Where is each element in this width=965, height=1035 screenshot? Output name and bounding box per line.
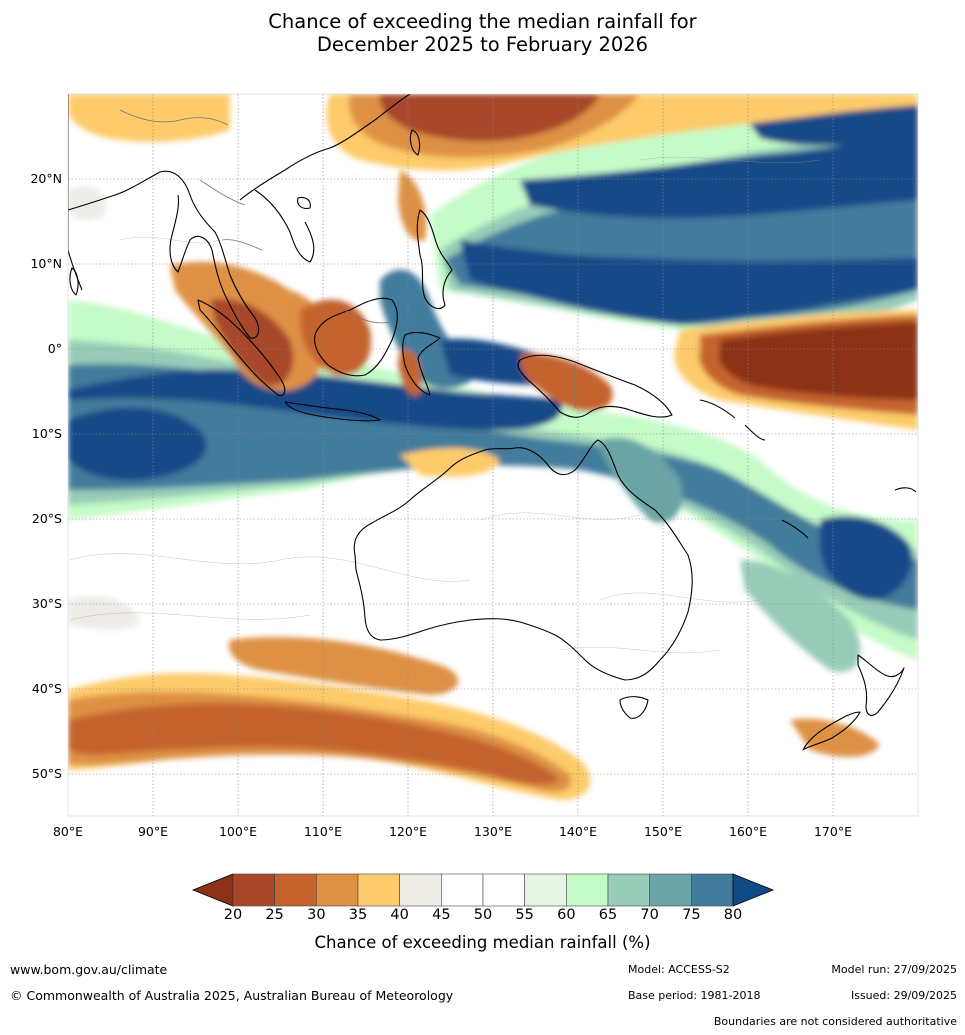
australia-coastline [353, 439, 693, 681]
colorbar-tick-65: 65 [598, 907, 618, 923]
colorbar [191, 873, 775, 907]
colorbar-bin-60-65 [566, 873, 609, 907]
solomon-islands-coastline [699, 399, 736, 419]
colorbar-bin-45-50 [441, 873, 484, 907]
colorbar-tick-60: 60 [557, 907, 576, 923]
colorbar-tick-55: 55 [515, 907, 534, 923]
hainan-coastline [297, 196, 311, 209]
lon-label-160e: 160°E [728, 824, 767, 839]
lat-label-0: 0° [47, 341, 62, 356]
colorbar-tick-40: 40 [390, 907, 409, 923]
lat-label-20n: 20°N [30, 171, 62, 186]
colorbar-tick-80: 80 [723, 907, 743, 923]
colorbar-bin-70-75 [649, 873, 692, 907]
lon-label-90e: 90°E [137, 824, 169, 839]
mainland-southeast-asia-coastline [68, 94, 411, 339]
borneo-coastline [314, 297, 398, 377]
fiji-coastline [894, 487, 917, 493]
lon-label-130e: 130°E [473, 824, 512, 839]
vanuatu-coastline [744, 424, 766, 441]
footer-model: Model: ACCESS-S2 [628, 963, 730, 976]
footer-website: www.bom.gov.au/climate [10, 962, 168, 977]
colorbar-tick-35: 35 [348, 907, 368, 923]
lat-label-40s: 40°S [31, 681, 62, 696]
lon-label-110e: 110°E [303, 824, 342, 839]
sumatra-coastline [197, 299, 286, 397]
footer-issued: Issued: 29/09/2025 [850, 989, 957, 1002]
tasmania-coastline [619, 696, 649, 719]
philippines-coastline [416, 209, 453, 310]
colorbar-tick-25: 25 [265, 907, 284, 923]
footer-model-run: Model run: 27/09/2025 [831, 963, 957, 976]
lat-label-50s: 50°S [31, 766, 62, 781]
country-borders [119, 109, 576, 408]
colorbar-tick-75: 75 [682, 907, 701, 923]
taiwan-coastline [409, 129, 421, 156]
colorbar-label: Chance of exceeding median rainfall (%) [314, 933, 651, 952]
colorbar-tick-50: 50 [473, 907, 493, 923]
colorbar-tick-70: 70 [640, 907, 659, 923]
java-coastline [284, 401, 381, 422]
lon-label-140e: 140°E [558, 824, 597, 839]
lon-label-120e: 120°E [388, 824, 427, 839]
lat-label-30s: 30°S [31, 596, 62, 611]
lat-label-10s: 10°S [31, 426, 62, 441]
sulawesi-coastline [402, 331, 441, 396]
colorbar-bin-50-55 [482, 873, 525, 907]
colorbar-tick-20: 20 [223, 907, 243, 923]
lat-label-20s: 20°S [31, 511, 62, 526]
colorbar-bin-55-60 [524, 873, 567, 907]
lon-label-100e: 100°E [218, 824, 257, 839]
lon-label-170e: 170°E [813, 824, 852, 839]
colorbar-bin-30-35 [316, 873, 359, 907]
rainfall-probability-field [68, 94, 918, 816]
colorbar-tick-45: 45 [432, 907, 451, 923]
sri-lanka-coastline [69, 267, 79, 296]
footer-copyright: © Commonwealth of Australia 2025, Austra… [10, 988, 454, 1003]
lat-label-10n: 10°N [30, 256, 62, 271]
colorbar-high-extension [732, 873, 775, 907]
colorbar-low-extension [191, 873, 234, 907]
new-guinea-coastline [517, 354, 673, 418]
map-title-line-2: December 2025 to February 2026 [316, 33, 649, 56]
new-zealand-south-coastline [802, 711, 861, 751]
map-title-line-1: Chance of exceeding the median rainfall … [268, 10, 697, 33]
colorbar-tick-30: 30 [307, 907, 326, 923]
graticule [68, 94, 918, 816]
colorbar-bin-20-25 [232, 873, 275, 907]
colorbar-bin-35-40 [357, 873, 400, 907]
new-caledonia-coastline [781, 519, 809, 539]
footer-boundaries-note: Boundaries are not considered authoritat… [713, 1015, 957, 1028]
lon-label-150e: 150°E [643, 824, 682, 839]
new-zealand-north-coastline [857, 654, 905, 716]
lon-label-80e: 80°E [52, 824, 84, 839]
map-title: Chance of exceeding the median rainfall … [0, 10, 965, 56]
colorbar-bin-75-80 [691, 873, 734, 907]
footer-base-period: Base period: 1981-2018 [628, 989, 761, 1002]
coastlines [68, 94, 917, 751]
colorbar-bin-40-45 [399, 873, 442, 907]
colorbar-bin-65-70 [607, 873, 650, 907]
colorbar-bin-25-30 [274, 873, 317, 907]
